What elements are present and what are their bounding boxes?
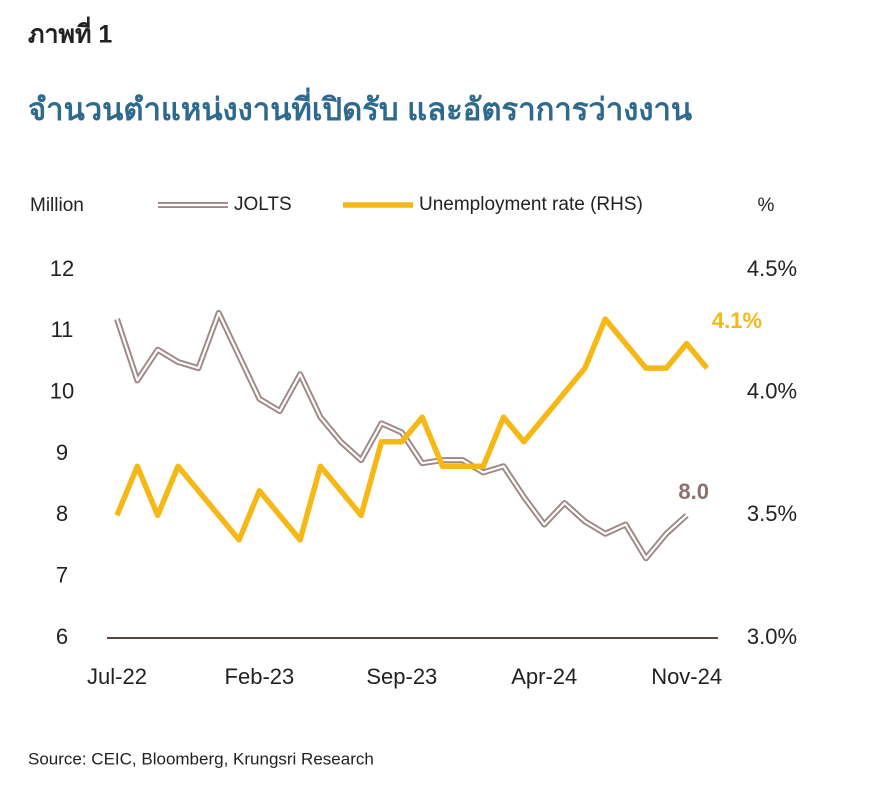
y-tick-label: 6 [56, 624, 68, 649]
x-tick-label: Feb-23 [225, 664, 295, 689]
series-line-inner [115, 311, 688, 560]
series-line [114, 316, 710, 543]
y-tick-label: 11 [51, 317, 74, 342]
data-label: 8.0 [678, 479, 709, 504]
source: Source: CEIC, Bloomberg, Krungsri Resear… [28, 749, 374, 768]
legend-label: JOLTS [234, 194, 292, 215]
y2-tick-label: 4.5% [747, 256, 797, 281]
data-label: 4.1% [712, 308, 762, 333]
y-tick-label: 8 [56, 501, 68, 526]
y2-tick-label: 3.5% [747, 501, 797, 526]
x-tick-label: Nov-24 [651, 664, 722, 689]
x-tick-label: Jul-22 [87, 664, 147, 689]
chart-title: จำนวนตำแหน่งงานที่เปิดรับ และอัตราการว่า… [28, 87, 692, 127]
legend-label: Unemployment rate (RHS) [419, 194, 643, 215]
y2-tick-label: 3.0% [747, 624, 797, 649]
y2-tick-label: 4.0% [747, 378, 797, 403]
figure-label: ภาพที่ 1 [28, 17, 112, 49]
x-tick-label: Apr-24 [511, 664, 577, 689]
y-tick-label: 12 [50, 256, 74, 281]
y-tick-label: 7 [56, 562, 68, 587]
y-axis-label: Million [30, 195, 84, 216]
y2-axis-label: % [758, 195, 775, 216]
y-tick-label: 9 [56, 440, 68, 465]
series-line [114, 309, 689, 562]
y-tick-label: 10 [50, 378, 74, 403]
x-tick-label: Sep-23 [366, 664, 437, 689]
